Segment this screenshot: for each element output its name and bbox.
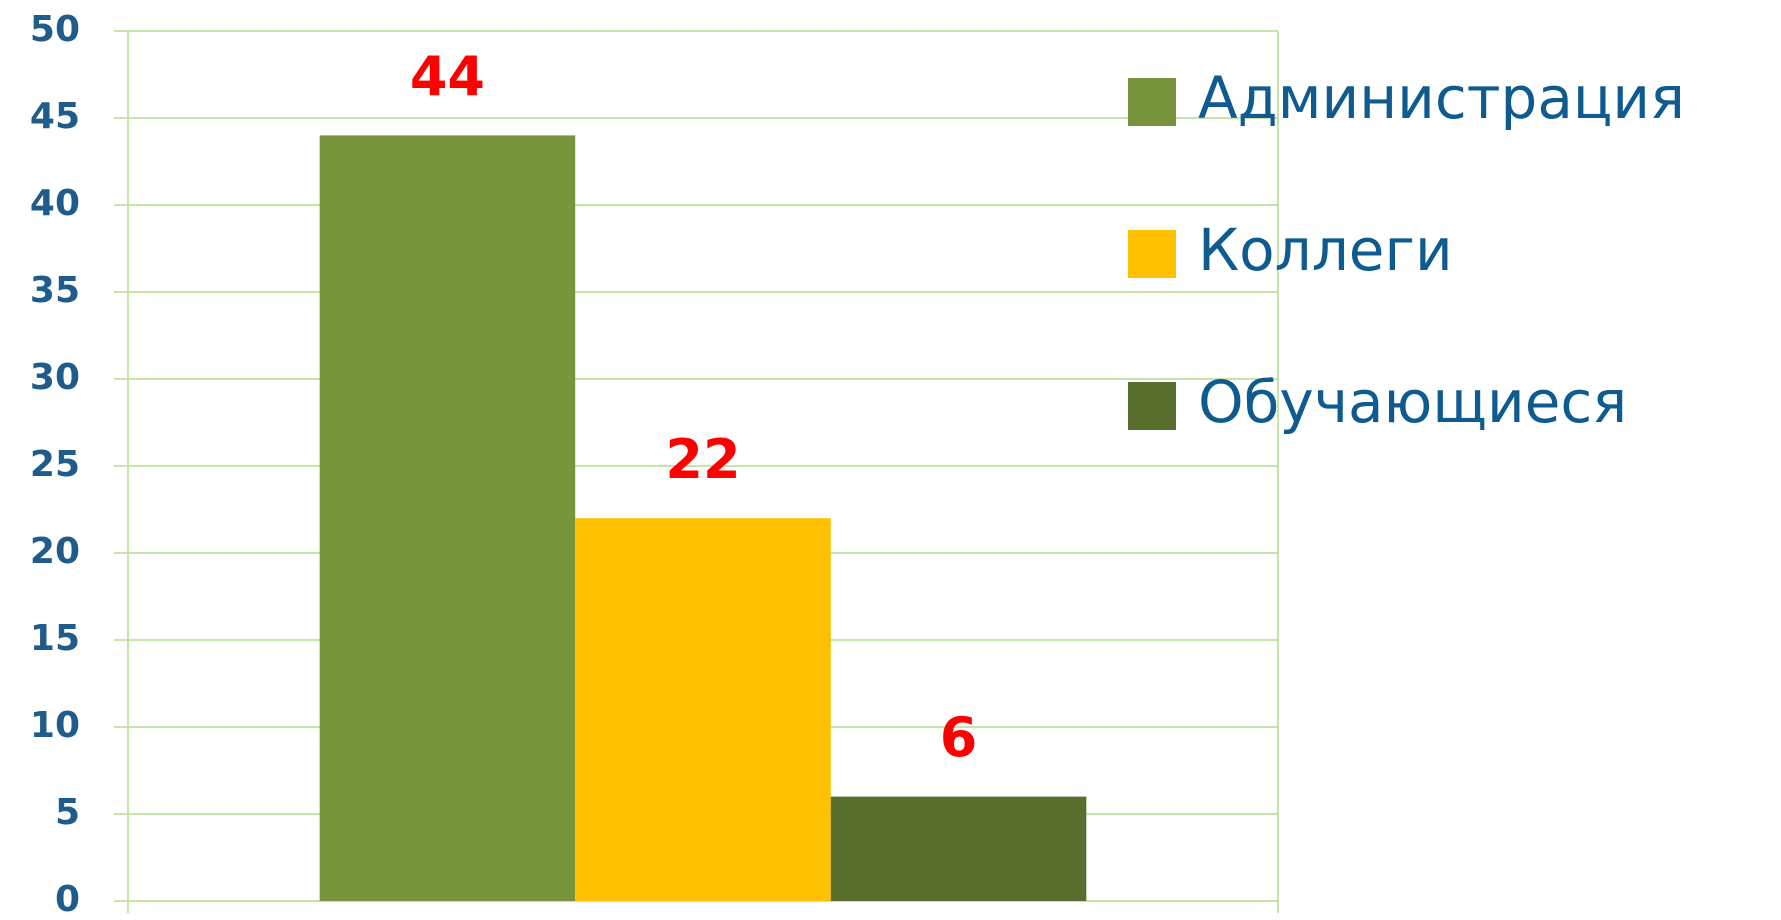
y-tick-label: 15 xyxy=(30,618,80,659)
y-tick-label: 10 xyxy=(30,705,80,746)
y-tick-label: 40 xyxy=(30,183,80,224)
legend-label: Коллеги xyxy=(1198,216,1453,284)
y-tick-label: 25 xyxy=(30,444,80,485)
y-tick-label: 45 xyxy=(30,96,80,137)
legend-swatch xyxy=(1128,382,1176,430)
legend-swatch xyxy=(1128,78,1176,126)
y-tick-label: 20 xyxy=(30,531,80,572)
bar xyxy=(319,135,576,901)
legend-swatch xyxy=(1128,230,1176,278)
bar xyxy=(575,518,831,901)
legend-label: Обучающиеся xyxy=(1198,368,1627,436)
value-label: 6 xyxy=(940,706,978,769)
legend-label: Администрация xyxy=(1198,64,1685,132)
y-tick-label: 5 xyxy=(55,792,80,833)
y-tick-label: 30 xyxy=(30,357,80,398)
y-tick-label: 50 xyxy=(30,9,80,50)
bar xyxy=(830,796,1087,901)
y-tick-label: 0 xyxy=(55,879,80,920)
y-tick-label: 35 xyxy=(30,270,80,311)
value-label: 44 xyxy=(410,45,485,108)
value-label: 22 xyxy=(665,428,740,491)
